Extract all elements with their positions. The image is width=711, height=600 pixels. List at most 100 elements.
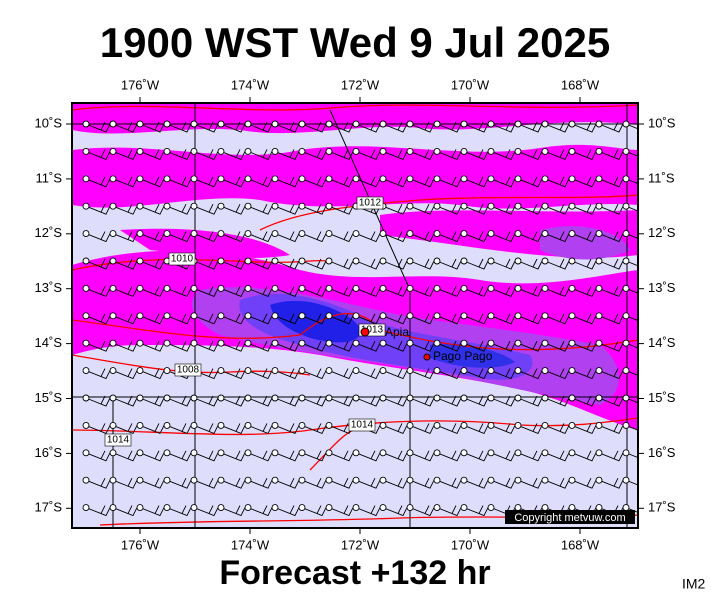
wind-barb — [571, 176, 597, 188]
labels: 176˚W 176˚W 174˚W 174˚W 172˚W 172˚W 170˚W 170˚W… — [35, 77, 676, 552]
wind-barb — [247, 450, 273, 462]
wind-station — [352, 449, 360, 457]
wind-barb — [193, 450, 219, 462]
wind-station — [460, 449, 468, 457]
wind-barb — [328, 203, 354, 215]
wind-barb — [166, 423, 192, 434]
wind-station — [136, 175, 144, 183]
wind-station — [568, 257, 576, 265]
wind-barb — [328, 313, 354, 325]
wind-station — [82, 421, 90, 429]
wind-station — [406, 284, 414, 292]
wind-barb — [85, 505, 111, 517]
wind-barb — [355, 395, 381, 407]
wind-barb — [409, 149, 435, 160]
wind-station — [271, 394, 279, 402]
wind-barb — [166, 203, 192, 215]
wind-barb — [193, 203, 219, 215]
wind-barb — [85, 149, 111, 160]
wind-barb — [193, 340, 219, 352]
wind-station — [406, 312, 414, 320]
code: IM2 — [682, 576, 706, 592]
wind-station — [271, 421, 279, 429]
wind-station — [379, 394, 387, 402]
wind-station — [433, 367, 441, 375]
wind-barb — [517, 121, 543, 133]
wind-barb — [571, 203, 597, 215]
wind-station — [217, 421, 225, 429]
wind-barb — [166, 477, 192, 489]
wind-station — [595, 476, 603, 484]
wind-station — [460, 230, 468, 238]
wind-station — [136, 202, 144, 210]
wind-station — [136, 230, 144, 238]
wind-station — [406, 367, 414, 375]
wind-barb — [490, 477, 516, 489]
wind-station — [190, 394, 198, 402]
wind-barb — [247, 477, 273, 489]
wind-barb — [490, 286, 516, 297]
wind-barb — [517, 450, 543, 462]
wind-barb — [598, 340, 624, 352]
wind-barb — [139, 258, 165, 270]
wind-station — [298, 175, 306, 183]
wind-barb — [247, 258, 273, 270]
wind-barb — [274, 258, 300, 270]
wind-station — [487, 257, 495, 265]
wind-station — [622, 449, 630, 457]
wind-station — [595, 449, 603, 457]
wind-station — [433, 175, 441, 183]
wind-barb — [463, 121, 489, 133]
wind-station — [298, 202, 306, 210]
wind-station — [217, 504, 225, 512]
wind-station — [136, 284, 144, 292]
wind-barb — [436, 203, 462, 215]
wind-station — [244, 257, 252, 265]
wind-station — [244, 421, 252, 429]
wind-station — [460, 421, 468, 429]
wind-station — [352, 147, 360, 155]
wind-station — [460, 394, 468, 402]
wind-barb — [274, 203, 300, 215]
place-label: Pago Pago — [433, 349, 493, 363]
wind-station — [244, 230, 252, 238]
wind-station — [541, 394, 549, 402]
wind-barb — [436, 395, 462, 407]
wind-barb — [193, 477, 219, 489]
wind-barb — [328, 121, 354, 133]
wind-barb — [463, 203, 489, 215]
wind-barb — [274, 121, 300, 133]
wind-station — [82, 257, 90, 265]
wind-barb — [139, 450, 165, 462]
wind-barb — [193, 258, 219, 270]
wind-barb — [193, 286, 219, 297]
wind-barb — [436, 423, 462, 434]
wind-barb — [112, 368, 138, 380]
wind-barb — [328, 477, 354, 489]
wind-barb — [139, 505, 165, 517]
wind-barb — [85, 395, 111, 407]
wind-station — [541, 367, 549, 375]
isobar-label: 1010 — [171, 254, 194, 265]
wind-station — [595, 147, 603, 155]
wind-barb — [355, 340, 381, 352]
wind-station — [217, 147, 225, 155]
wind-barb — [463, 505, 489, 517]
wind-station — [298, 120, 306, 128]
wind-barb — [220, 450, 246, 462]
wind-barb — [463, 395, 489, 407]
wind-station — [217, 257, 225, 265]
wind-station — [136, 339, 144, 347]
frame — [71, 102, 639, 529]
wind-barb — [409, 313, 435, 325]
wind-station — [487, 367, 495, 375]
wind-barb — [274, 313, 300, 325]
wind-barb — [139, 340, 165, 352]
wind-station — [163, 120, 171, 128]
wind-station — [163, 394, 171, 402]
wind-barb — [112, 149, 138, 160]
wind-barb — [274, 450, 300, 462]
wind-barb — [382, 203, 408, 215]
wind-barb — [409, 368, 435, 380]
wind-station — [541, 230, 549, 238]
